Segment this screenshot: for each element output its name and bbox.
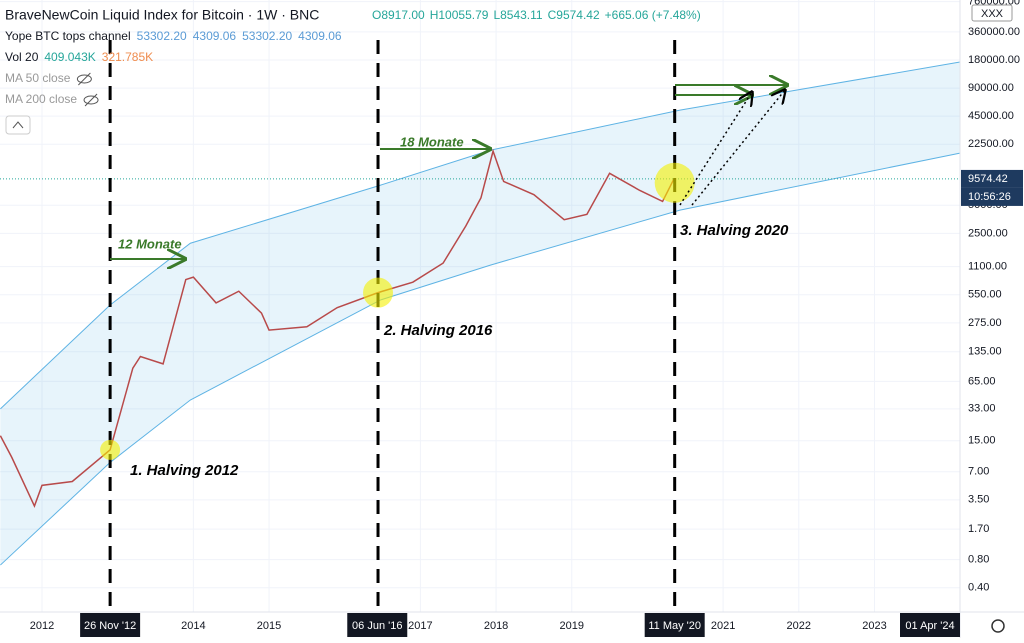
annotation: 18 Monate	[400, 134, 464, 149]
y-tick-label: 45000.00	[968, 110, 1014, 122]
collapse-icon	[12, 121, 24, 129]
indicator-name: Yope BTC tops channel	[5, 29, 131, 43]
y-tick-label: 135.00	[968, 346, 1002, 358]
countdown: 10:56:26	[968, 191, 1011, 203]
collapse-button[interactable]	[5, 115, 31, 135]
y-tick-label: 760000.00	[968, 0, 1020, 7]
ohlc-value: C9574.42	[548, 8, 600, 22]
countdown-box	[961, 187, 1023, 206]
ohlc-value: H10055.79	[430, 8, 489, 22]
y-tick-label: 7.00	[968, 466, 989, 478]
date-marker: 06 Jun '16	[352, 620, 402, 632]
y-tick-label: 33.00	[968, 403, 996, 415]
y-tick-label: 65.00	[968, 375, 996, 387]
halving-point	[654, 162, 695, 203]
visibility-slash	[78, 72, 91, 86]
x-tick-label: 2022	[787, 620, 811, 632]
x-tick-label: 2015	[257, 620, 281, 632]
y-tick-label: 275.00	[968, 317, 1002, 329]
x-tick-label: 2018	[484, 620, 508, 632]
date-marker-box	[644, 613, 705, 637]
indicator-value: 321.785K	[102, 50, 153, 64]
ohlc-value: L8543.11	[493, 8, 542, 22]
date-marker: 11 May '20	[648, 620, 701, 632]
visibility-icon[interactable]	[76, 74, 92, 84]
indicator-value: 53302.20	[137, 29, 187, 43]
y-tick-label: 550.00	[968, 289, 1002, 301]
indicator-value: 53302.20	[242, 29, 292, 43]
ohlc-value: O8917.00	[372, 8, 425, 22]
last-price-label: 9574.42	[968, 173, 1008, 185]
y-tick-label: 90000.00	[968, 82, 1014, 94]
indicator-value: 4309.06	[193, 29, 237, 43]
indicator-value: 4309.06	[298, 29, 342, 43]
date-marker-box	[80, 613, 141, 637]
indicator-value: 409.043K	[44, 50, 95, 64]
halving-label: 1. Halving 2012	[130, 462, 239, 479]
symbol-box	[971, 4, 1013, 22]
symbol: XXX	[981, 8, 1004, 20]
y-tick-label: 180000.00	[968, 54, 1020, 66]
settings-icon[interactable]	[991, 619, 1005, 633]
halving-point	[363, 277, 394, 308]
annotation: 12 Monate	[118, 236, 182, 251]
y-tick-label: 1100.00	[968, 261, 1007, 273]
halving-point	[100, 439, 121, 460]
y-tick-label: 2500.00	[968, 227, 1008, 239]
y-tick-label: 22500.00	[968, 138, 1014, 150]
date-marker-box	[900, 613, 960, 637]
indicator-name: MA 200 close	[5, 92, 77, 106]
y-tick-label: 1.70	[968, 523, 989, 535]
y-tick-label: 0.40	[968, 582, 989, 594]
channel-fill	[0, 62, 960, 566]
x-tick-label: 2014	[181, 620, 205, 632]
visibility-icon[interactable]	[83, 95, 99, 105]
x-tick-label: 2023	[862, 620, 886, 632]
x-tick-label: 2017	[408, 620, 432, 632]
indicator-name: Vol 20	[5, 50, 39, 64]
date-marker: 26 Nov '12	[84, 620, 136, 632]
x-tick-label: 2021	[711, 620, 735, 632]
chart-title: BraveNewCoin Liquid Index for Bitcoin · …	[5, 7, 319, 23]
y-tick-label: 3.50	[968, 494, 989, 506]
halving-label: 2. Halving 2016	[383, 322, 493, 339]
y-tick-label: 0.80	[968, 554, 989, 566]
ohlc-value: +665.06 (+7.48%)	[605, 8, 701, 22]
last-price-box	[961, 169, 1023, 188]
y-tick-label: 15.00	[968, 435, 996, 447]
y-tick-label: 360000.00	[968, 26, 1020, 38]
indicator-name: MA 50 close	[5, 71, 71, 85]
projection	[679, 92, 752, 206]
halving-label: 3. Halving 2020	[680, 222, 789, 239]
x-tick-label: 2019	[560, 620, 584, 632]
x-tick-label: 2012	[30, 620, 54, 632]
date-marker-box	[347, 613, 408, 637]
date-marker: 01 Apr '24	[905, 620, 954, 632]
visibility-slash	[84, 93, 98, 107]
